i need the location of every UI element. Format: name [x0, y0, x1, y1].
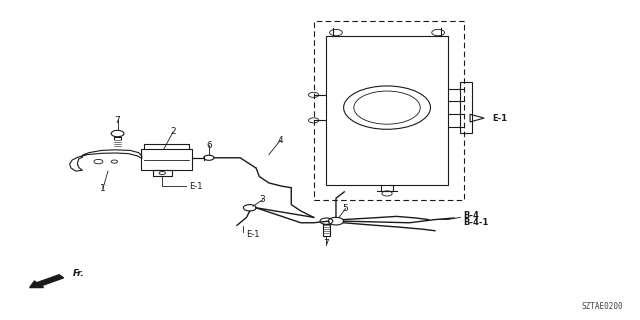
- Text: E-1: E-1: [492, 114, 508, 123]
- Text: 1: 1: [100, 184, 106, 193]
- Text: 7: 7: [115, 116, 120, 125]
- Text: B-4-1: B-4-1: [464, 218, 489, 227]
- FancyArrow shape: [29, 275, 63, 288]
- Text: 7: 7: [323, 239, 329, 248]
- Text: 5: 5: [342, 204, 348, 213]
- Text: 6: 6: [206, 140, 212, 149]
- Text: 3: 3: [260, 195, 266, 204]
- Text: B-4: B-4: [464, 211, 479, 220]
- Text: 2: 2: [170, 127, 176, 136]
- Text: Fr.: Fr.: [73, 268, 84, 278]
- Text: SZTAE0200: SZTAE0200: [582, 302, 623, 311]
- Text: E-1: E-1: [189, 182, 203, 191]
- Text: E-1: E-1: [246, 230, 260, 239]
- Text: 4: 4: [278, 136, 284, 145]
